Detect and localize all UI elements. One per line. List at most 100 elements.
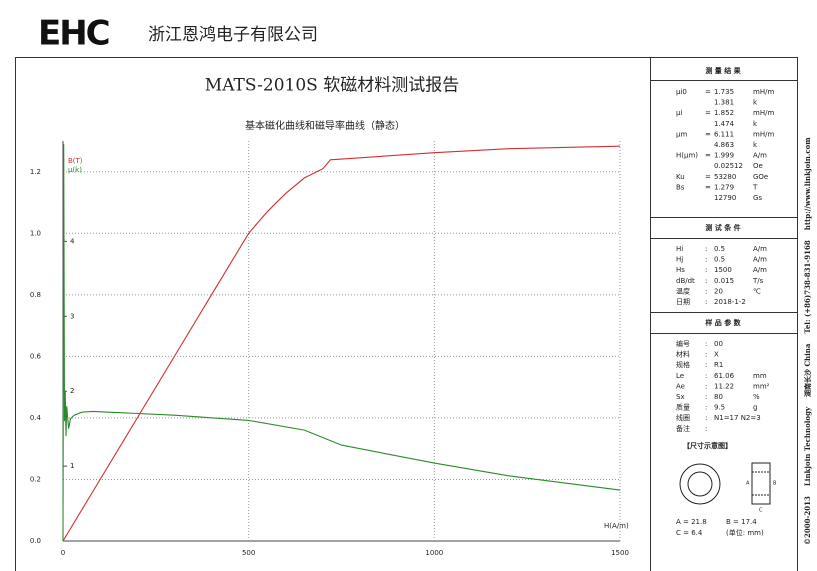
row-value: 1.279 — [714, 183, 734, 191]
row-value: 00 — [714, 340, 723, 348]
row-label: Le — [676, 372, 684, 380]
row-sep: : — [705, 256, 707, 264]
row-sep: : — [705, 425, 707, 433]
row-value: 6.111 — [714, 130, 734, 138]
row-value: 1.474 — [714, 120, 735, 128]
row-value: 0.5 — [714, 245, 725, 253]
y-tick-label: 0.4 — [30, 414, 42, 422]
row-unit: A/m — [753, 245, 767, 253]
row-label: 规格 — [676, 360, 690, 369]
row-value: 12790 — [714, 194, 736, 202]
side-text: Tel: (+86)738-831-9168 — [803, 240, 812, 333]
row-sep: : — [705, 404, 707, 412]
row-unit: g — [753, 404, 757, 412]
dim: (单位: mm) — [726, 528, 764, 537]
row-sep: : — [705, 382, 707, 390]
series-line — [62, 145, 621, 542]
x-tick-label: 1500 — [611, 549, 629, 557]
y-tick-label: 0.8 — [30, 291, 41, 299]
y-tick-label: 1.2 — [30, 168, 41, 176]
row-unit: GOe — [753, 173, 768, 181]
row-unit: Oe — [753, 162, 763, 170]
side-text: ©2000-2013 — [803, 496, 812, 545]
row-unit: Gs — [753, 194, 762, 202]
row-unit: k — [753, 120, 758, 128]
row-label: 日期 — [676, 298, 690, 306]
row-label: 材料 — [676, 350, 690, 359]
row-label: Ku — [676, 173, 685, 181]
row-value: X — [714, 351, 719, 359]
row-label: Sx — [676, 393, 685, 401]
row-sep: : — [705, 351, 707, 359]
dim: A = 21.8 — [676, 518, 707, 526]
row-sep: : — [705, 287, 707, 295]
row-sep: = — [705, 173, 711, 181]
row-value: 2018-1-2 — [714, 298, 746, 306]
row-label: 质量 — [676, 403, 690, 412]
row-unit: k — [753, 99, 758, 107]
y-tick-label: 0.0 — [30, 537, 41, 545]
x-tick-label: 0 — [61, 549, 65, 557]
row-unit: mH/m — [753, 130, 774, 138]
row-value: 61.06 — [714, 372, 735, 380]
row-value: 1500 — [714, 266, 732, 274]
row-unit: T — [752, 183, 758, 191]
row-label: μi0 — [676, 88, 687, 96]
row-sep: = — [705, 130, 711, 138]
row-sep: = — [705, 109, 711, 117]
row-sep: : — [705, 298, 707, 306]
series-line — [62, 143, 621, 542]
side-text: Linkjoin Technology — [803, 406, 812, 486]
row-unit: mm² — [753, 382, 770, 390]
dim: B = 17.4 — [726, 518, 757, 526]
logo: EHC — [38, 14, 109, 54]
row-unit: A/m — [753, 256, 767, 264]
y-tick-label: 0.6 — [30, 352, 42, 360]
y2-tick-label: 2 — [70, 387, 74, 395]
row-sep: = — [705, 88, 711, 96]
row-sep: : — [705, 245, 707, 253]
row-value: 0.02512 — [714, 162, 743, 170]
frame — [15, 57, 798, 571]
row-label: μi — [676, 109, 682, 117]
row-value: 53280 — [714, 173, 736, 181]
row-sep: = — [705, 183, 711, 191]
row-label: dB/dt — [676, 277, 695, 285]
section-title: 样 品 参 数 — [705, 318, 741, 327]
row-unit: % — [753, 393, 760, 401]
side-text: http://www.linkjoin.com — [803, 137, 812, 231]
row-label: Hs — [676, 266, 685, 274]
company-name: 浙江恩鸿电子有限公司 — [148, 25, 318, 45]
y-tick-label: 0.2 — [30, 475, 41, 483]
row-unit: k — [753, 141, 758, 149]
y2-tick-label: 1 — [70, 462, 74, 470]
x-tick-label: 1000 — [425, 549, 443, 557]
row-sep: : — [705, 361, 707, 369]
dim: C = 6.4 — [676, 529, 703, 537]
legend-label: B(T) — [68, 157, 83, 165]
row-label: Hj — [676, 256, 683, 264]
row-sep: : — [705, 277, 707, 285]
row-value: 9.5 — [714, 404, 725, 412]
row-unit: T/s — [752, 277, 764, 285]
row-unit: A/m — [753, 266, 767, 274]
row-sep: = — [705, 152, 711, 160]
row-value: 11.22 — [714, 382, 734, 390]
row-value: 20 — [714, 287, 723, 295]
ring-diagram — [679, 462, 771, 505]
ring-side — [751, 462, 771, 505]
side-text: 湖南长沙 China — [803, 343, 812, 397]
diagram-title: 【尺寸示意图】 — [683, 441, 732, 450]
ring-inner — [687, 471, 713, 497]
row-unit: mH/m — [753, 88, 774, 96]
row-label: H(μm) — [676, 152, 698, 160]
ring-outer — [679, 463, 721, 505]
x-tick-label: 500 — [242, 549, 255, 557]
row-value: R1 — [714, 361, 723, 369]
diagram-label: C — [759, 508, 763, 514]
row-sep: : — [705, 414, 707, 422]
row-sep: : — [705, 266, 707, 274]
row-unit: mH/m — [753, 109, 774, 117]
row-unit: mm — [753, 372, 767, 380]
